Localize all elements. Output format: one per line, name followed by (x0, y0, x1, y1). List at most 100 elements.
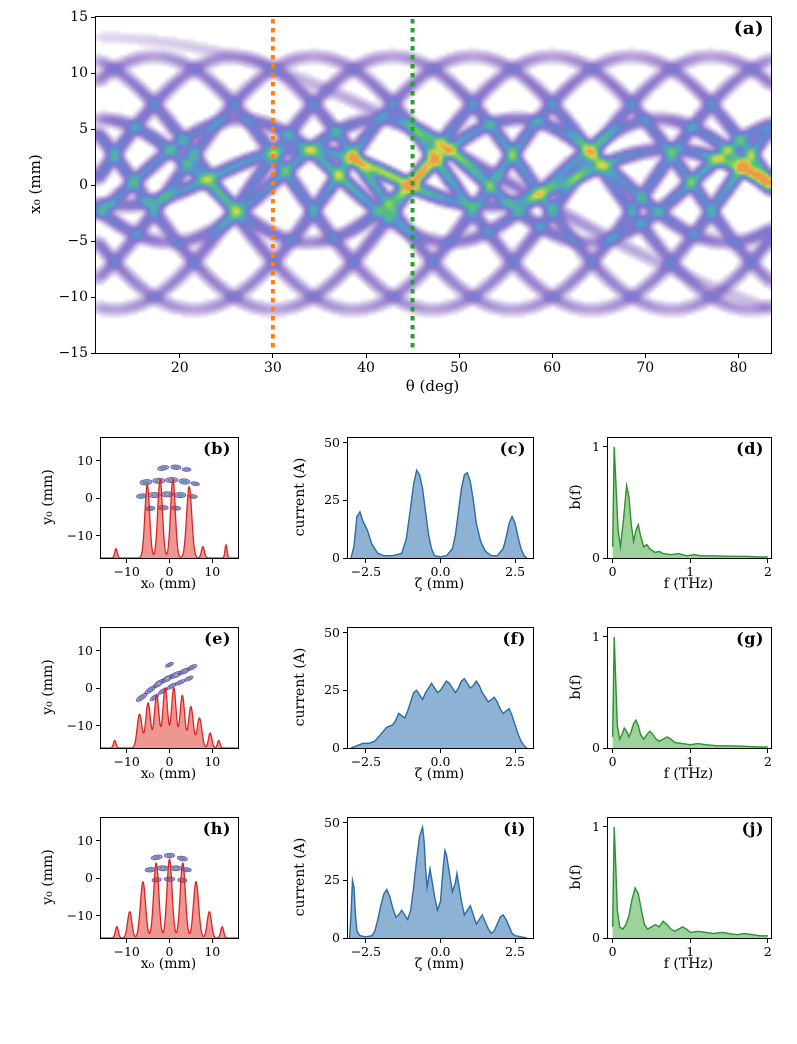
x-tick-label: 20 (170, 360, 189, 376)
y-tick-label: 0 (332, 929, 340, 945)
y-tick-label: −10 (66, 907, 93, 923)
y-tick-label: 1 (592, 628, 600, 644)
y-tick-label: 0 (332, 549, 340, 565)
panel-g-ylabel: b(f) (568, 674, 584, 700)
y-tick-mark (96, 840, 100, 841)
x-tick-mark (689, 559, 691, 563)
y-tick-label: 10 (77, 452, 93, 468)
x-tick-label: 1 (686, 944, 695, 959)
panel-h-canvas (101, 818, 238, 938)
panel-b-label: (b) (203, 439, 231, 458)
x-tick-mark (767, 749, 769, 753)
y-tick-label: 10 (77, 832, 93, 848)
x-tick-mark (737, 354, 739, 358)
x-tick-label: 10 (204, 944, 221, 959)
x-tick-mark (440, 749, 441, 753)
x-tick-label: 10 (204, 754, 221, 769)
panel-j-canvas (608, 818, 771, 938)
x-tick-label: −2.5 (350, 564, 382, 579)
x-tick-mark (689, 939, 691, 943)
y-tick-mark (96, 915, 100, 916)
y-tick-label: 25 (324, 872, 340, 888)
x-tick-mark (179, 354, 181, 358)
panel-h-xlabel: x₀ (mm) (140, 956, 197, 972)
panel-c-plot-area: (c) −2.5 0.0 2.5 0 25 50 (324, 436, 534, 578)
y-tick-mark (96, 650, 100, 651)
y-tick-label: 1 (592, 438, 600, 454)
x-tick-label: 50 (450, 360, 469, 376)
y-tick-mark (603, 446, 607, 448)
y-tick-mark (343, 822, 347, 824)
x-tick-label: 2 (763, 754, 772, 769)
panel-i-plot-area: (i) −2.5 0.0 2.5 0 25 50 (324, 816, 534, 958)
x-tick-label: 60 (543, 360, 562, 376)
y-tick-label: 25 (324, 492, 340, 508)
y-tick-label: 0 (85, 489, 93, 505)
x-tick-mark (169, 559, 170, 563)
x-tick-label: 80 (729, 360, 748, 376)
x-tick-mark (365, 559, 367, 563)
panel-a-plot-area: (a) 20 30 40 50 60 70 80 15 10 5 0 −5 −10 −15 (58, 10, 772, 375)
panel-j-ylabel: b(f) (568, 864, 584, 890)
x-tick-label: 0.0 (430, 754, 451, 769)
x-tick-mark (514, 559, 516, 563)
y-tick-label: 25 (324, 682, 340, 698)
panel-h-ylabel: y₀ (mm) (40, 849, 56, 905)
x-tick-mark (365, 939, 367, 943)
y-tick-mark (603, 826, 607, 828)
panel-d-plot-area: (d) 0 1 2 0 1 (592, 437, 772, 578)
panel-b-xlabel: x₀ (mm) (140, 576, 197, 592)
y-tick-label: −10 (58, 289, 88, 305)
x-tick-mark (440, 939, 441, 943)
y-tick-label: 15 (70, 9, 88, 25)
y-tick-mark (96, 497, 100, 499)
panel-d-ylabel: b(f) (568, 484, 584, 510)
x-tick-label: 0.0 (430, 564, 451, 579)
panel-a-ylabel: x₀ (mm) (26, 154, 44, 214)
x-tick-label: 30 (263, 360, 282, 376)
y-tick-mark (343, 442, 347, 444)
panel-d-xlabel: f (THz) (663, 576, 714, 592)
panel-f-ylabel: current (A) (292, 647, 308, 727)
y-tick-mark (91, 296, 95, 298)
x-tick-label: 0 (165, 754, 174, 769)
x-tick-label: 0 (165, 564, 174, 579)
x-tick-label: 40 (357, 360, 375, 376)
y-tick-label: −15 (58, 345, 88, 361)
x-tick-label: 2.5 (505, 564, 526, 579)
y-tick-mark (91, 352, 95, 354)
panel-j-plot-area: (j) 0 1 2 0 1 (592, 817, 772, 958)
x-tick-label: −2.5 (350, 754, 382, 769)
x-tick-label: 0.0 (430, 944, 451, 959)
x-tick-mark (458, 354, 460, 358)
x-tick-mark (169, 749, 170, 753)
y-tick-mark (343, 557, 347, 559)
panel-a-label: (a) (733, 18, 764, 39)
x-tick-label: −10 (113, 944, 140, 959)
x-tick-mark (612, 939, 614, 943)
panel-f-plot-area: (f) −2.5 0.0 2.5 0 25 50 (324, 626, 534, 768)
x-tick-label: 2 (763, 944, 772, 959)
x-tick-mark (767, 939, 769, 943)
x-tick-label: 0 (608, 564, 617, 579)
y-tick-label: 10 (77, 642, 93, 658)
y-tick-mark (343, 499, 347, 501)
x-tick-mark (551, 354, 553, 358)
y-tick-mark (96, 725, 100, 726)
panel-d-label: (d) (736, 439, 764, 458)
x-tick-label: 10 (204, 564, 221, 579)
panel-i-label: (i) (503, 819, 526, 838)
x-tick-mark (365, 749, 367, 753)
panel-f-canvas (348, 628, 533, 748)
panel-c-label: (c) (499, 439, 526, 458)
y-tick-label: 5 (79, 121, 88, 137)
panel-e-label: (e) (204, 629, 231, 648)
y-tick-mark (603, 636, 607, 638)
y-tick-mark (343, 937, 347, 939)
y-tick-label: 0 (85, 679, 93, 695)
y-tick-mark (91, 72, 95, 74)
panel-a-xlabel: θ (deg) (405, 377, 460, 395)
y-tick-mark (343, 632, 347, 634)
y-tick-label: 0 (592, 929, 600, 945)
